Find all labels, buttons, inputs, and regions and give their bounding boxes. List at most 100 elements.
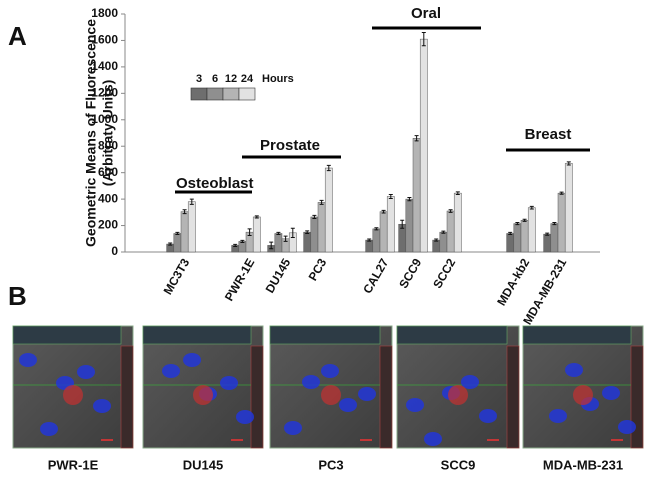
top-projection [12, 325, 122, 345]
bar [379, 211, 388, 253]
error-bar [421, 32, 426, 47]
group-label: Osteoblast [176, 175, 254, 192]
legend-label: 24 [241, 73, 254, 85]
y-tick-label: 1000 [91, 112, 118, 126]
error-bar [545, 232, 550, 236]
bar [543, 233, 552, 253]
bar [173, 233, 182, 253]
bar [453, 192, 462, 253]
bar [274, 233, 283, 253]
micrograph [396, 325, 520, 449]
error-bar [254, 215, 259, 219]
error-bar [276, 231, 281, 236]
stain [448, 385, 468, 405]
legend-swatch [222, 87, 240, 101]
nucleus [162, 364, 180, 378]
stain [193, 385, 213, 405]
nucleus [77, 365, 95, 379]
group-label: Prostate [260, 137, 320, 154]
error-bar [312, 214, 317, 220]
error-bar [283, 235, 288, 242]
nucleus [321, 364, 339, 378]
error-bar [566, 161, 571, 166]
side-projection [120, 345, 134, 449]
side-projection [630, 345, 644, 449]
x-tick-label: SCC9 [396, 256, 424, 291]
nucleus [618, 420, 636, 434]
stain [573, 385, 593, 405]
legend-label: 6 [212, 73, 218, 85]
bar [180, 211, 189, 253]
error-bar [319, 199, 324, 205]
y-tick-label: 200 [98, 218, 118, 232]
bar [317, 202, 326, 253]
bar [365, 239, 374, 253]
side-projection [379, 345, 393, 449]
y-tick-label: 600 [98, 165, 118, 179]
nucleus [461, 375, 479, 389]
image-label: SCC9 [441, 457, 476, 472]
x-tick-label: PWR-1E [222, 256, 257, 303]
error-bar [247, 228, 252, 236]
legend-label: 3 [196, 73, 202, 85]
y-tick-label: 1600 [91, 33, 118, 47]
bar [386, 196, 395, 253]
error-bar [168, 242, 173, 246]
error-bar [441, 230, 446, 234]
panel-label: B [8, 281, 27, 311]
image-label: MDA-MB-231 [543, 457, 623, 472]
error-bar [552, 222, 557, 226]
nucleus [93, 399, 111, 413]
y-tick-label: 800 [98, 138, 118, 152]
nucleus [284, 421, 302, 435]
nucleus [236, 410, 254, 424]
panel-label: A [8, 21, 27, 51]
group-label: Breast [525, 126, 572, 143]
bar [550, 223, 559, 253]
error-bar [448, 209, 453, 213]
group-label: Oral [411, 5, 441, 22]
bar [557, 192, 566, 253]
error-bar [508, 231, 513, 236]
bar [520, 220, 529, 253]
bar [439, 231, 448, 253]
legend-swatch [190, 87, 208, 101]
error-bar [367, 238, 372, 242]
micrograph [522, 325, 644, 449]
bar [372, 228, 381, 253]
top-projection [396, 325, 508, 345]
x-tick-label: PC3 [306, 256, 330, 283]
y-tick-label: 1200 [91, 86, 118, 100]
micrograph [142, 325, 264, 449]
legend-swatch [206, 87, 224, 101]
micrograph [12, 325, 134, 449]
error-bar [290, 227, 295, 238]
nucleus [565, 363, 583, 377]
error-bar [455, 191, 460, 195]
error-bar [414, 135, 419, 142]
bar [303, 231, 312, 253]
micrograph [269, 325, 393, 449]
error-bar [182, 209, 187, 215]
nucleus [339, 398, 357, 412]
x-tick-label: MC3T3 [161, 256, 193, 297]
error-bar [559, 191, 564, 195]
error-bar [522, 218, 527, 222]
stain [63, 385, 83, 405]
nucleus [358, 387, 376, 401]
nucleus [302, 375, 320, 389]
error-bar [175, 231, 180, 236]
error-bar [381, 209, 386, 214]
y-tick-label: 1800 [91, 6, 118, 20]
y-tick-label: 0 [111, 244, 118, 258]
nucleus [424, 432, 442, 446]
bar [412, 138, 421, 253]
bar [310, 216, 319, 253]
top-projection [269, 325, 381, 345]
bar [419, 38, 428, 253]
y-tick-label: 400 [98, 191, 118, 205]
error-bar [305, 230, 310, 234]
stain [321, 385, 341, 405]
legend-title: Hours [262, 73, 294, 85]
error-bar [400, 219, 405, 229]
